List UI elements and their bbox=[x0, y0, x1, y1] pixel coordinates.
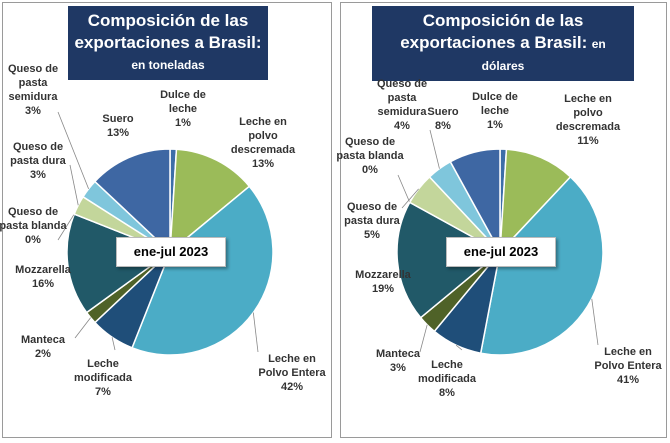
slice-label: Manteca 3% bbox=[362, 347, 434, 375]
chart-title-box: Composición de las exportaciones a Brasi… bbox=[68, 6, 268, 80]
chart-title: Composición de las exportaciones a Brasi… bbox=[400, 11, 588, 52]
slice-category: Mozzarella bbox=[355, 269, 411, 281]
leader-line bbox=[591, 298, 599, 346]
slice-value: 3% bbox=[390, 362, 406, 374]
slice-category: Leche en Polvo Entera bbox=[594, 346, 662, 372]
leader-line bbox=[57, 213, 75, 241]
pie-slice bbox=[93, 148, 171, 254]
pie-slice bbox=[169, 148, 251, 254]
pie-slice bbox=[131, 185, 274, 356]
slice-label: Suero 13% bbox=[82, 112, 154, 140]
leader-line bbox=[429, 129, 440, 169]
slice-value: 8% bbox=[439, 387, 455, 399]
slice-value: 13% bbox=[251, 158, 275, 170]
panel bbox=[340, 2, 667, 438]
slice-value: 11% bbox=[577, 135, 599, 147]
chart-subtitle: en toneladas bbox=[131, 58, 205, 72]
slice-label: Leche en polvo descremada 11% bbox=[552, 92, 624, 148]
slice-category: Mozzarella bbox=[15, 264, 71, 276]
slice-label: Suero 8% bbox=[407, 105, 479, 133]
leader-line bbox=[401, 188, 419, 209]
slice-label: Mozzarella 16% bbox=[7, 263, 79, 291]
slice-value: 3% bbox=[25, 105, 41, 117]
slice-label: Leche en polvo descremada 13% bbox=[227, 115, 299, 171]
slice-category: Leche modificada bbox=[73, 358, 133, 384]
chart-subtitle: en dólares bbox=[481, 37, 606, 73]
slice-label: Queso de pasta semidura 3% bbox=[0, 62, 69, 118]
leader-line bbox=[69, 164, 79, 206]
slice-value: 1% bbox=[175, 117, 191, 129]
slice-label: Queso de pasta dura 3% bbox=[2, 140, 74, 182]
slice-label: Manteca 2% bbox=[7, 333, 79, 361]
annotation: ene-jul 2023 bbox=[116, 237, 226, 267]
pie-slice bbox=[499, 148, 572, 255]
chart-title: Composición de las exportaciones a Brasi… bbox=[74, 11, 262, 52]
slice-label: Queso de pasta dura 5% bbox=[336, 200, 408, 242]
slice-label: Dulce de leche 1% bbox=[147, 88, 219, 130]
slice-category: Manteca bbox=[20, 334, 66, 346]
slice-value: 8% bbox=[435, 120, 451, 132]
slice-value: 16% bbox=[31, 278, 55, 290]
slice-value: 42% bbox=[280, 381, 304, 393]
slice-category: Suero bbox=[427, 106, 459, 118]
slice-category: Manteca bbox=[375, 348, 421, 360]
slice-value: 4% bbox=[394, 120, 410, 132]
slice-label: Leche modificada 7% bbox=[67, 357, 139, 399]
slice-category: Suero bbox=[102, 113, 134, 125]
slice-value: 0% bbox=[362, 164, 378, 176]
leader-line bbox=[419, 324, 428, 353]
slice-label: Queso de pasta blanda 0% bbox=[0, 205, 69, 247]
slice-value: 5% bbox=[364, 229, 380, 241]
pie-slice bbox=[449, 148, 501, 253]
slice-category: Queso de pasta dura bbox=[10, 141, 66, 167]
leader-line bbox=[397, 174, 411, 203]
slice-category: Queso de pasta blanda bbox=[336, 136, 404, 162]
slice-value: 41% bbox=[616, 374, 640, 386]
slice-label: Queso de pasta semidura 4% bbox=[366, 77, 438, 133]
annotation: ene-jul 2023 bbox=[446, 237, 556, 267]
slice-category: Queso de pasta semidura bbox=[376, 78, 428, 118]
slice-value: 1% bbox=[487, 119, 503, 131]
leader-line bbox=[111, 337, 116, 351]
slice-value: 13% bbox=[106, 127, 130, 139]
chart-title-box: Composición de las exportaciones a Brasi… bbox=[372, 6, 634, 81]
slice-category: Queso de pasta blanda bbox=[0, 206, 67, 232]
slice-category: Leche en polvo descremada bbox=[555, 93, 621, 133]
slice-value: 19% bbox=[371, 283, 395, 295]
slice-value: 7% bbox=[95, 386, 111, 398]
slice-label: Leche en Polvo Entera 41% bbox=[592, 345, 664, 387]
slice-value: 3% bbox=[30, 169, 46, 181]
slice-label: Leche modificada 8% bbox=[411, 358, 483, 400]
slice-category: Leche modificada bbox=[417, 359, 477, 385]
slice-value: 2% bbox=[35, 348, 51, 360]
slice-category: Leche en Polvo Entera bbox=[258, 353, 326, 379]
slice-label: Mozzarella 19% bbox=[347, 268, 419, 296]
slice-category: Queso de pasta dura bbox=[344, 201, 400, 227]
slice-category: Dulce de leche bbox=[472, 91, 518, 117]
leader-line bbox=[252, 312, 259, 353]
slice-label: Queso de pasta blanda 0% bbox=[334, 135, 406, 177]
leader-line bbox=[57, 111, 89, 190]
slice-value: 0% bbox=[25, 234, 41, 246]
slice-label: Leche en Polvo Entera 42% bbox=[256, 352, 328, 394]
slice-category: Dulce de leche bbox=[160, 89, 206, 115]
panel bbox=[2, 2, 332, 438]
leader-line bbox=[74, 317, 91, 339]
leader-line bbox=[455, 344, 463, 351]
slice-label: Dulce de leche 1% bbox=[459, 90, 531, 132]
slice-category: Queso de pasta semidura bbox=[7, 63, 59, 103]
slice-category: Leche en polvo descremada bbox=[230, 116, 296, 156]
